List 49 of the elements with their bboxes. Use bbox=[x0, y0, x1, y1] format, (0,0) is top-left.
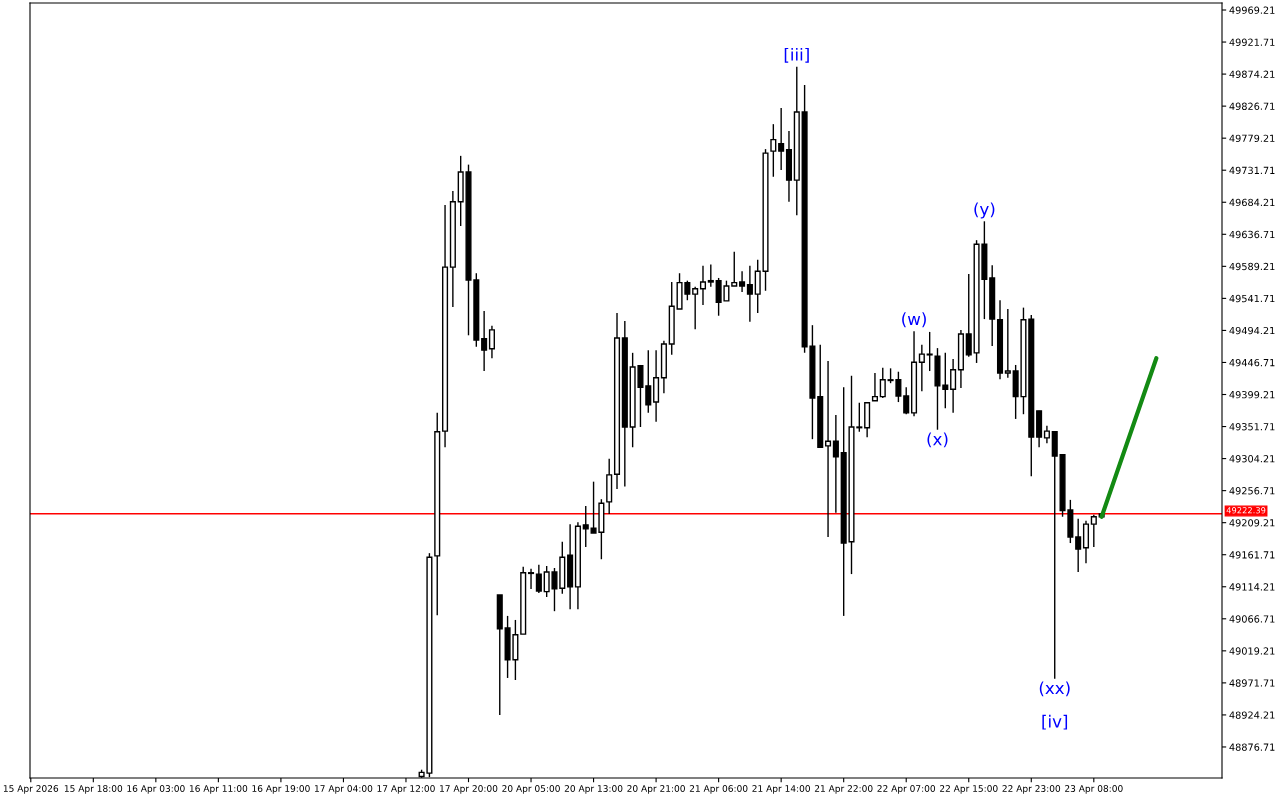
x-tick-label: 17 Apr 12:00 bbox=[377, 785, 435, 794]
y-tick-label: 48876.71 bbox=[1229, 743, 1275, 751]
y-tick-label: 49779.21 bbox=[1229, 134, 1275, 143]
annotation: [iii] bbox=[784, 47, 809, 63]
annotation: (x) bbox=[927, 432, 948, 448]
y-tick-label: 49636.71 bbox=[1229, 230, 1275, 239]
y-tick-label: 49114.21 bbox=[1229, 583, 1275, 591]
y-tick-label: 49731.71 bbox=[1229, 166, 1275, 175]
x-tick-label: 20 Apr 13:00 bbox=[564, 785, 623, 794]
y-tick-label: 49399.21 bbox=[1229, 390, 1275, 399]
ref-line-label: 49222.39 bbox=[1226, 507, 1266, 514]
y-tick-label: 49066.71 bbox=[1229, 615, 1275, 623]
annotation: (y) bbox=[974, 202, 995, 219]
x-tick-label: 22 Apr 23:00 bbox=[1002, 785, 1061, 794]
x-tick-label: 22 Apr 15:00 bbox=[939, 785, 998, 794]
annotation: [iv] bbox=[1042, 714, 1068, 730]
x-tick-label: 23 Apr 08:00 bbox=[1065, 785, 1123, 794]
y-tick-label: 49589.21 bbox=[1229, 262, 1275, 271]
x-tick-label: 20 Apr 21:00 bbox=[627, 785, 685, 794]
y-tick-label: 48971.71 bbox=[1229, 679, 1275, 687]
annotation: (w) bbox=[902, 312, 926, 328]
y-tick-label: 49541.71 bbox=[1229, 294, 1275, 303]
x-tick-label: 16 Apr 03:00 bbox=[127, 785, 185, 794]
y-tick-label: 49921.71 bbox=[1229, 38, 1275, 46]
y-tick-label: 49446.71 bbox=[1229, 358, 1275, 367]
x-tick-label: 21 Apr 14:00 bbox=[752, 785, 810, 794]
y-tick-label: 49019.21 bbox=[1229, 647, 1275, 655]
y-tick-label: 49161.71 bbox=[1229, 551, 1275, 559]
y-tick-label: 49874.21 bbox=[1229, 70, 1275, 78]
annotation: (xx) bbox=[1039, 681, 1070, 697]
x-tick-label: 15 Apr 2026 bbox=[3, 785, 59, 794]
x-tick-label: 21 Apr 06:00 bbox=[689, 785, 748, 794]
y-tick-label: 49826.71 bbox=[1229, 102, 1275, 110]
y-tick-label: 49256.71 bbox=[1229, 487, 1275, 495]
y-tick-label: 48924.21 bbox=[1229, 711, 1275, 719]
y-tick-label: 49494.21 bbox=[1229, 326, 1275, 335]
y-tick-label: 49304.21 bbox=[1229, 455, 1275, 463]
x-tick-label: 20 Apr 05:00 bbox=[502, 785, 560, 794]
x-tick-label: 21 Apr 22:00 bbox=[814, 785, 873, 794]
x-tick-label: 16 Apr 11:00 bbox=[189, 785, 248, 794]
x-tick-label: 15 Apr 18:00 bbox=[64, 785, 123, 794]
y-tick-label: 49684.21 bbox=[1229, 198, 1275, 207]
x-tick-label: 22 Apr 07:00 bbox=[877, 785, 936, 794]
y-tick-label: 49351.71 bbox=[1229, 423, 1275, 431]
y-tick-label: 49969.21 bbox=[1229, 6, 1275, 14]
x-tick-label: 16 Apr 19:00 bbox=[252, 785, 310, 794]
y-tick-label: 49209.21 bbox=[1229, 519, 1275, 527]
x-tick-label: 17 Apr 20:00 bbox=[440, 785, 498, 794]
x-tick-label: 17 Apr 04:00 bbox=[315, 785, 373, 794]
